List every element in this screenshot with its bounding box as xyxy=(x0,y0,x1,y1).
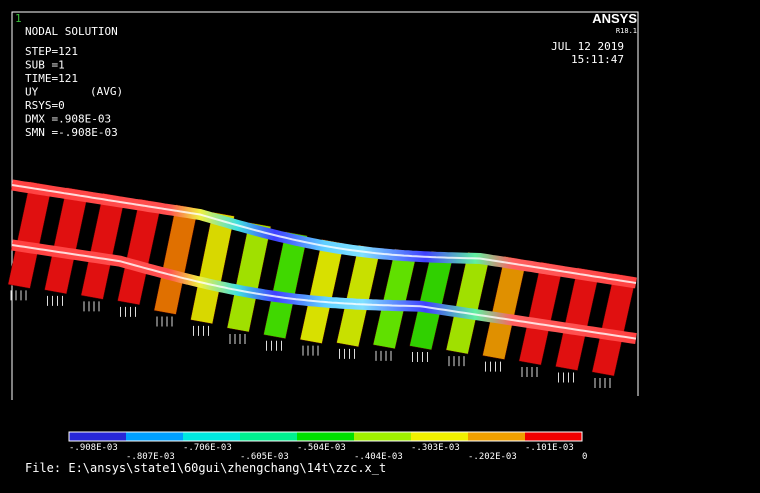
info-line: STEP=121 xyxy=(25,45,78,58)
version: R18.1 xyxy=(616,27,637,35)
avg-label: (AVG) xyxy=(90,85,123,98)
legend-label: -.101E-03 xyxy=(525,443,574,453)
legend-band xyxy=(297,432,354,441)
legend-label: -.404E-03 xyxy=(354,452,403,462)
info-line: UY xyxy=(25,86,39,99)
legend-label: -.706E-03 xyxy=(183,443,232,453)
frame xyxy=(11,11,639,400)
legend-band xyxy=(126,432,183,441)
legend-label: -.605E-03 xyxy=(240,452,289,462)
legend-band xyxy=(411,432,468,441)
legend-border xyxy=(68,431,583,442)
track-model xyxy=(7,179,637,388)
sleeper xyxy=(555,267,600,371)
time: 15:11:47 xyxy=(571,53,624,66)
logo: ANSYS xyxy=(592,11,637,26)
sleeper xyxy=(299,239,345,344)
file-path: File: E:\ansys\state1\60gui\zhengchang\1… xyxy=(25,461,386,475)
info-title: NODAL SOLUTION xyxy=(25,25,118,38)
legend: -.908E-03 -.807E-03 -.706E-03 -.605E-03 -.50… xyxy=(68,431,587,462)
rail-highlight xyxy=(11,184,637,284)
legend-band xyxy=(183,432,240,441)
legend-band xyxy=(354,432,411,441)
legend-band xyxy=(240,432,297,441)
info-line: SMN =-.908E-03 xyxy=(25,126,118,139)
info-line: SUB =1 xyxy=(25,59,65,72)
legend-band xyxy=(468,432,525,441)
date: JUL 12 2019 xyxy=(551,40,624,53)
legend-band xyxy=(69,432,126,441)
sleeper xyxy=(518,261,564,366)
legend-label: 0 xyxy=(582,452,587,462)
info-line: TIME=121 xyxy=(25,72,78,85)
sleeper xyxy=(482,256,527,360)
legend-label: -.908E-03 xyxy=(69,443,118,453)
info-line: DMX =.908E-03 xyxy=(25,113,111,126)
window-number: 1 xyxy=(15,12,22,25)
legend-label: -.202E-03 xyxy=(468,452,517,462)
info-line: RSYS=0 xyxy=(25,99,65,112)
legend-label: -.504E-03 xyxy=(297,443,346,453)
rail-highlight xyxy=(11,244,637,340)
legend-label: -.303E-03 xyxy=(411,443,460,453)
legend-band xyxy=(525,432,582,441)
legend-label: -.807E-03 xyxy=(126,452,175,462)
sleeper xyxy=(591,273,637,377)
